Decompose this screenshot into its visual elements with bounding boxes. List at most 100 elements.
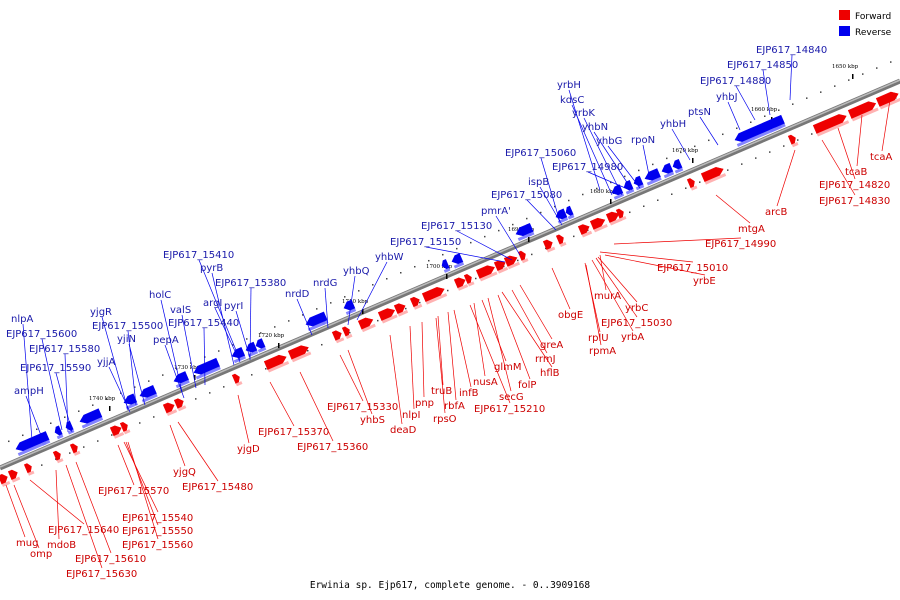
reverse-gene-label: yhbN [582, 122, 608, 133]
reverse-gene [123, 393, 138, 410]
scale-tick-mark [610, 199, 612, 204]
forward-gene-label: truB [431, 386, 452, 397]
forward-gene-label: rplU [588, 333, 609, 344]
reverse-leader-line [456, 230, 513, 261]
reverse-leader-line [607, 145, 641, 189]
reverse-gene-label: EJP617_14840 [756, 45, 827, 56]
forward-gene-label: EJP617_15550 [122, 526, 193, 537]
reverse-gene-label: EJP617_14980 [552, 162, 623, 173]
reverse-leader-line [64, 353, 69, 433]
forward-gene [453, 277, 469, 291]
forward-gene-label: pnp [415, 398, 434, 409]
reverse-gene-label: EJP617_15060 [505, 148, 576, 159]
forward-gene-label: yrbA [621, 332, 644, 343]
reverse-leader-line [789, 54, 793, 101]
forward-gene [393, 303, 409, 317]
reverse-leader-line [181, 314, 197, 389]
reverse-leader-line [127, 330, 137, 406]
forward-leader-line [487, 297, 512, 392]
scale-tick-mark [109, 406, 111, 411]
scale-tick-mark [852, 74, 854, 79]
reverse-gene-label: nrdD [285, 289, 310, 300]
reverse-leader-line [735, 85, 756, 121]
reverse-gene-label: yhbW [375, 252, 404, 263]
forward-gene-label: secG [499, 392, 524, 403]
reverse-leader-line [495, 215, 521, 256]
reverse-gene-label: valS [170, 305, 191, 316]
reverse-gene [611, 184, 625, 200]
reverse-labels: EJP617_14840 EJP617_14850 EJP617_14880 yhbJ… [6, 45, 827, 441]
forward-gene [341, 326, 353, 339]
reverse-gene [661, 162, 675, 179]
reverse-leader-line [671, 128, 691, 161]
forward-gene [686, 178, 698, 191]
reverse-leader-line [593, 131, 633, 191]
forward-leader-line [75, 461, 112, 554]
forward-leader-line [125, 441, 159, 526]
forward-leader-line [597, 256, 638, 303]
forward-gene-label: glmM [494, 362, 522, 373]
reverse-leader-line [249, 287, 252, 361]
forward-gene-label: EJP617_15610 [75, 554, 146, 565]
forward-gene [173, 398, 187, 412]
forward-gene [331, 330, 345, 344]
reverse-leader-line [214, 307, 241, 363]
scale-tick-mark [278, 343, 280, 348]
scale-tick-mark [692, 158, 694, 163]
forward-gene-label: yrbE [693, 276, 716, 287]
forward-gene-label: mug [16, 538, 38, 549]
reverse-gene [54, 425, 64, 440]
reverse-gene-label: EJP617_15130 [421, 221, 492, 232]
scale-tick-mark [194, 375, 196, 380]
forward-gene-label: rrmJ [535, 354, 556, 365]
reverse-leader-line [540, 157, 561, 223]
forward-gene [0, 474, 11, 487]
forward-gene-label: EJP617_15370 [258, 427, 329, 438]
reverse-leader-line [25, 395, 43, 439]
reverse-leader-line [356, 261, 388, 321]
reverse-gene-label: yjjA [97, 357, 115, 368]
reverse-gene-label: EJP617_15440 [168, 318, 239, 329]
reverse-gene-label: pyrB [200, 263, 223, 274]
forward-leader-line [453, 309, 472, 388]
reverse-gene [633, 175, 645, 191]
reverse-leader-line [128, 343, 146, 406]
forward-gene-label: EJP617_15540 [122, 513, 193, 524]
reverse-leader-line [164, 344, 185, 399]
forward-leader-line [473, 302, 486, 377]
reverse-gene [245, 341, 259, 358]
forward-gene [700, 166, 727, 185]
forward-gene [421, 286, 448, 305]
reverse-leader-line [235, 310, 251, 359]
scale-tick-label: 1720 kbp [258, 333, 285, 339]
reverse-gene-label: yhbQ [343, 266, 370, 277]
forward-gene-label: EJP617_14830 [819, 196, 890, 207]
forward-leader-line [389, 334, 403, 425]
forward-leader-line [237, 394, 250, 444]
reverse-gene-label: EJP617_15380 [215, 278, 286, 289]
legend-forward-label: Forward [855, 12, 891, 22]
forward-gene [517, 250, 529, 264]
reverse-leader-line [571, 104, 613, 196]
reverse-leader-line [642, 144, 651, 181]
forward-gene [162, 402, 178, 416]
reverse-leader-line [296, 298, 313, 336]
reverse-gene-label: pepA [153, 335, 179, 346]
reverse-gene [343, 299, 357, 315]
forward-gene-label: tcaA [870, 152, 893, 163]
forward-leader-line [497, 294, 531, 380]
legend: Forward Reverse [839, 10, 892, 38]
legend-reverse-label: Reverse [855, 28, 892, 38]
forward-gene [109, 425, 125, 439]
forward-gene [409, 296, 423, 310]
forward-leader-line [339, 354, 364, 402]
scale-tick-mark [528, 237, 530, 242]
scale-tick-mark [446, 274, 448, 279]
forward-gene-label: EJP617_14820 [819, 180, 890, 191]
reverse-gene-label: rpoN [631, 135, 655, 146]
forward-leader-line [501, 291, 553, 368]
forward-gene [52, 450, 64, 464]
forward-leader-line [551, 267, 571, 310]
